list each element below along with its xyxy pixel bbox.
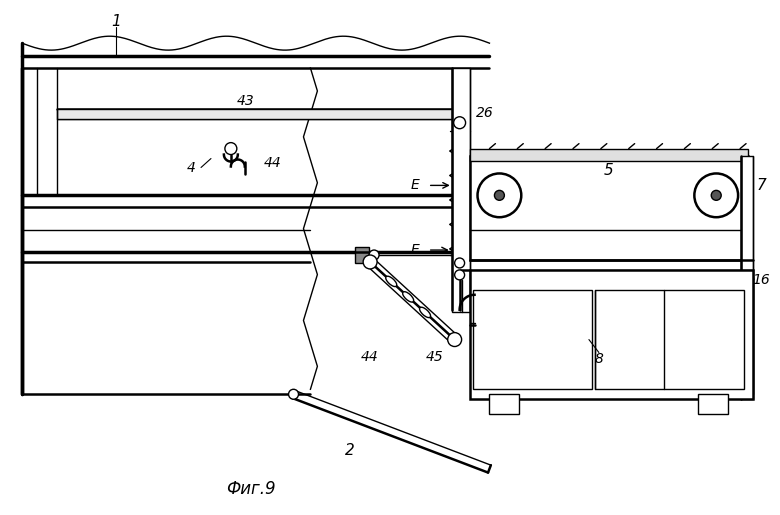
Bar [452,68,470,312]
Bar [490,394,519,414]
Circle shape [477,174,521,217]
Text: 4: 4 [186,162,196,176]
Circle shape [495,191,505,200]
Text: 45: 45 [426,351,444,365]
Bar [595,290,744,389]
Text: 5: 5 [604,163,614,178]
Circle shape [455,258,465,268]
Circle shape [711,191,722,200]
Bar [473,290,592,389]
Bar [741,156,753,399]
Circle shape [454,117,466,129]
Bar [470,149,748,161]
Circle shape [448,333,462,347]
Bar [355,247,369,263]
Circle shape [289,389,299,399]
Circle shape [225,143,237,154]
Ellipse shape [386,276,397,286]
Circle shape [363,255,377,269]
Text: 16: 16 [752,273,770,287]
Text: 44: 44 [361,351,379,365]
Ellipse shape [420,307,431,318]
Text: E: E [410,243,419,257]
Bar [470,270,753,399]
Text: 1: 1 [112,14,122,29]
Circle shape [455,270,465,280]
Ellipse shape [402,291,413,302]
Bar [57,109,459,119]
Text: 43: 43 [237,94,254,108]
Text: Фиг.9: Фиг.9 [226,480,275,497]
Text: 7: 7 [756,178,766,193]
Circle shape [694,174,738,217]
Bar [698,394,729,414]
Text: E: E [410,178,419,193]
Circle shape [369,250,379,260]
Bar [470,156,748,260]
Text: 44: 44 [264,156,282,169]
Text: 26: 26 [476,106,494,120]
Text: 2: 2 [346,443,355,458]
Text: 8: 8 [594,352,603,367]
